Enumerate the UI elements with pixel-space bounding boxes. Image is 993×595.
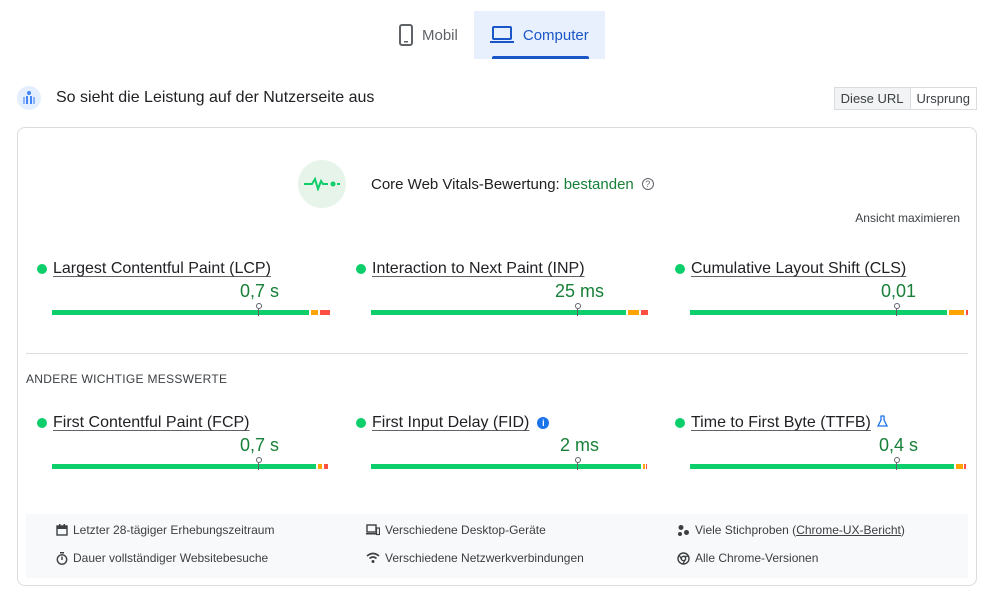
info-icon[interactable]: i bbox=[537, 417, 550, 429]
calendar-icon bbox=[56, 524, 68, 536]
distribution-bar bbox=[690, 464, 966, 469]
good-status-dot bbox=[356, 418, 366, 428]
toggle-this-url[interactable]: Diese URL bbox=[834, 87, 911, 109]
metric-inp-label[interactable]: Interaction to Next Paint (INP) bbox=[372, 260, 585, 277]
metric-cls-label[interactable]: Cumulative Layout Shift (CLS) bbox=[691, 260, 907, 277]
stopwatch-icon bbox=[56, 551, 68, 565]
good-status-dot bbox=[675, 418, 685, 428]
smartphone-icon bbox=[399, 24, 413, 46]
chrome-versions: Alle Chrome-Versionen bbox=[677, 551, 818, 565]
distribution-bar bbox=[690, 310, 968, 315]
metric-lcp-label[interactable]: Largest Contentful Paint (LCP) bbox=[53, 260, 271, 277]
good-status-dot bbox=[37, 264, 47, 274]
url-origin-toggle: Diese URL Ursprung bbox=[833, 86, 977, 110]
toggle-origin[interactable]: Ursprung bbox=[916, 90, 970, 106]
metric-fcp: First Contentful Paint (FCP) 0,7 s bbox=[35, 413, 328, 483]
form-factor-tabs: Mobil Computer bbox=[383, 11, 605, 59]
percentile-marker bbox=[575, 457, 581, 470]
percentile-marker bbox=[894, 303, 900, 316]
metric-lcp-value: 0,7 s bbox=[240, 281, 280, 301]
good-status-dot bbox=[675, 264, 685, 274]
collection-period: Letzter 28-tägiger Erhebungszeitraum bbox=[56, 523, 274, 537]
data-source-info: Letzter 28-tägiger Erhebungszeitraum Dau… bbox=[26, 514, 968, 578]
laptop-icon bbox=[489, 26, 514, 44]
distribution-bar bbox=[371, 310, 648, 315]
wifi-icon bbox=[366, 552, 380, 563]
metric-cls: Cumulative Layout Shift (CLS) 0,01 bbox=[673, 259, 968, 329]
field-data-header: So sieht die Leistung auf der Nutzerseit… bbox=[17, 84, 977, 112]
percentile-marker bbox=[894, 457, 900, 470]
metric-fid-value: 2 ms bbox=[560, 435, 600, 455]
metric-cls-value: 0,01 bbox=[881, 281, 917, 301]
tab-computer-label: Computer bbox=[522, 26, 589, 44]
pulse-icon bbox=[298, 160, 346, 208]
good-status-dot bbox=[356, 264, 366, 274]
cwv-assessment-label: Core Web Vitals-Bewertung: bestanden bbox=[371, 175, 634, 193]
crux-users-icon bbox=[17, 86, 41, 110]
chrome-ux-report-link[interactable]: Chrome-UX-Bericht bbox=[796, 523, 901, 537]
metric-fcp-label[interactable]: First Contentful Paint (FCP) bbox=[53, 414, 250, 431]
metric-fcp-value: 0,7 s bbox=[240, 435, 280, 455]
metric-inp-value: 25 ms bbox=[555, 281, 605, 301]
cwv-result: bestanden bbox=[563, 175, 634, 193]
device-types: Verschiedene Desktop-Geräte bbox=[366, 523, 546, 537]
chrome-icon bbox=[677, 551, 690, 565]
other-metrics-heading: ANDERE WICHTIGE MESSWERTE bbox=[26, 372, 228, 386]
metric-ttfb: Time to First Byte (TTFB) 0,4 s bbox=[673, 413, 966, 483]
percentile-marker bbox=[575, 303, 581, 316]
field-data-card: Core Web Vitals-Bewertung: bestanden ? An… bbox=[17, 127, 977, 586]
metric-inp: Interaction to Next Paint (INP) 25 ms bbox=[354, 259, 648, 329]
tab-mobile[interactable]: Mobil bbox=[383, 11, 474, 59]
sample-size: Viele Stichproben (Chrome-UX-Bericht) bbox=[677, 523, 905, 537]
good-status-dot bbox=[37, 418, 47, 428]
metric-lcp: Largest Contentful Paint (LCP) 0,7 s bbox=[35, 259, 330, 329]
distribution-bar bbox=[371, 464, 647, 469]
metric-ttfb-value: 0,4 s bbox=[879, 435, 919, 455]
visit-duration: Dauer vollständiger Websitebesuche bbox=[56, 551, 268, 565]
distribution-bar bbox=[52, 464, 328, 469]
expand-view-button[interactable]: Ansicht maximieren bbox=[855, 211, 960, 225]
tab-mobile-label: Mobil bbox=[422, 26, 458, 44]
section-title: So sieht die Leistung auf der Nutzerseit… bbox=[56, 89, 375, 106]
distribution-bar bbox=[52, 310, 330, 315]
percentile-marker bbox=[256, 303, 262, 316]
metric-fid: First Input Delay (FID) i 2 ms bbox=[354, 413, 647, 483]
metric-ttfb-label[interactable]: Time to First Byte (TTFB) bbox=[691, 414, 871, 431]
flask-icon[interactable] bbox=[876, 414, 888, 432]
divider bbox=[26, 353, 968, 354]
cwv-assessment: Core Web Vitals-Bewertung: bestanden ? bbox=[298, 160, 654, 208]
metric-fid-label[interactable]: First Input Delay (FID) bbox=[372, 414, 530, 431]
tab-computer[interactable]: Computer bbox=[473, 11, 605, 59]
help-icon[interactable]: ? bbox=[641, 178, 654, 190]
devices-icon bbox=[366, 524, 380, 536]
percentile-marker bbox=[256, 457, 262, 470]
samples-icon bbox=[678, 524, 689, 536]
network-types: Verschiedene Netzwerkverbindungen bbox=[366, 551, 584, 565]
